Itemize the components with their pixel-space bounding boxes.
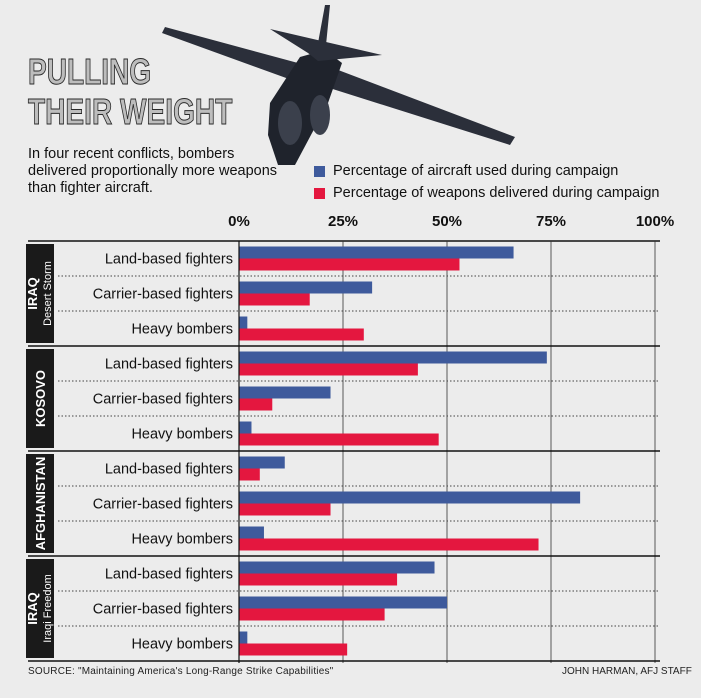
- category-label: Land-based fighters: [105, 462, 233, 478]
- legend-label-weapons: Percentage of weapons delivered during c…: [333, 185, 660, 201]
- bar-aircraft: [239, 246, 514, 259]
- group-band: [26, 559, 54, 658]
- bar-aircraft: [239, 561, 435, 574]
- category-label: Heavy bombers: [131, 637, 233, 653]
- category-label: Land-based fighters: [105, 357, 233, 373]
- group-sublabel: Iraqi Freedom: [42, 574, 54, 642]
- bar-weapons: [239, 608, 385, 621]
- x-tick-label: 100%: [636, 213, 674, 230]
- category-label: Heavy bombers: [131, 322, 233, 338]
- legend-swatch-weapons: [314, 187, 325, 199]
- source-note: SOURCE: "Maintaining America's Long-Rang…: [28, 666, 334, 677]
- group-sublabel: Desert Storm: [42, 261, 54, 326]
- bar-weapons: [239, 328, 364, 341]
- bar-aircraft: [239, 386, 331, 399]
- x-tick-label: 50%: [432, 213, 462, 230]
- bar-aircraft: [239, 316, 248, 329]
- group-label: KOSOVO: [33, 370, 48, 427]
- bar-aircraft: [239, 456, 285, 469]
- category-label: Carrier-based fighters: [93, 497, 233, 513]
- category-label: Heavy bombers: [131, 427, 233, 443]
- bar-aircraft: [239, 596, 447, 609]
- bar-weapons: [239, 293, 310, 306]
- category-label: Land-based fighters: [105, 567, 233, 583]
- group-label: AFGHANISTAN: [33, 457, 48, 551]
- bar-weapons: [239, 643, 348, 656]
- bar-weapons: [239, 363, 418, 376]
- category-label: Carrier-based fighters: [93, 602, 233, 618]
- x-tick-label: 0%: [228, 213, 250, 230]
- legend-swatch-aircraft: [314, 165, 325, 177]
- bar-aircraft: [239, 491, 581, 504]
- category-label: Carrier-based fighters: [93, 287, 233, 303]
- chart-subtitle: In four recent conflicts, bombers delive…: [28, 146, 278, 196]
- bar-weapons: [239, 398, 273, 411]
- group-label: IRAQ: [25, 592, 40, 625]
- legend-item-weapons: Percentage of weapons delivered during c…: [314, 182, 659, 204]
- category-label: Land-based fighters: [105, 252, 233, 268]
- bar-aircraft: [239, 421, 252, 434]
- bar-aircraft: [239, 351, 547, 364]
- bar-aircraft: [239, 631, 248, 644]
- bar-weapons: [239, 503, 331, 516]
- bar-weapons: [239, 538, 539, 551]
- bar-aircraft: [239, 526, 264, 539]
- x-tick-label: 75%: [536, 213, 566, 230]
- bar-weapons: [239, 258, 460, 271]
- category-label: Heavy bombers: [131, 532, 233, 548]
- group-label: IRAQ: [25, 277, 40, 310]
- x-tick-label: 25%: [328, 213, 358, 230]
- group-band: [26, 454, 54, 553]
- legend-item-aircraft: Percentage of aircraft used during campa…: [314, 160, 659, 182]
- chart-legend: Percentage of aircraft used during campa…: [314, 160, 659, 204]
- legend-label-aircraft: Percentage of aircraft used during campa…: [333, 163, 619, 179]
- bar-weapons: [239, 573, 398, 586]
- bar-weapons: [239, 433, 439, 446]
- bomber-aircraft-illustration: [162, 5, 515, 165]
- bar-aircraft: [239, 281, 373, 294]
- group-band: [26, 349, 54, 448]
- category-label: Carrier-based fighters: [93, 392, 233, 408]
- group-band: [26, 244, 54, 343]
- bar-weapons: [239, 468, 260, 481]
- credit-note: JOHN HARMAN, AFJ STAFF: [562, 666, 692, 677]
- chart-title: PULLING THEIR WEIGHT: [28, 51, 233, 132]
